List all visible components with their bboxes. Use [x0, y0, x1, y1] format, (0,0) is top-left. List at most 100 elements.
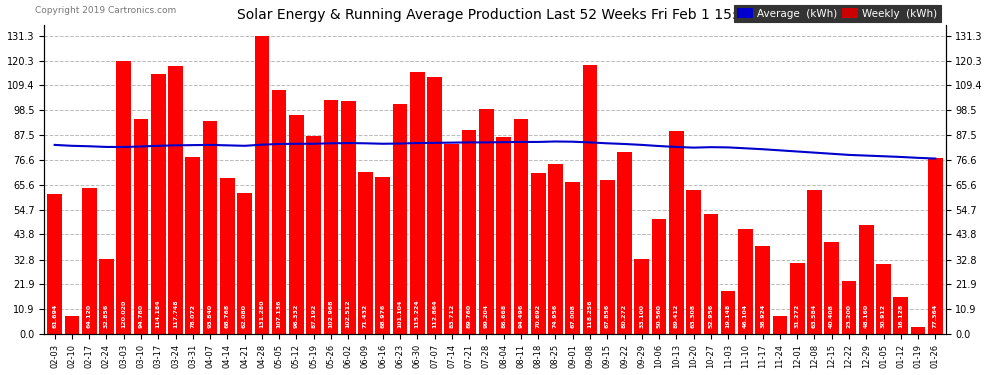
- Text: 40.408: 40.408: [830, 304, 835, 328]
- Bar: [565, 182, 580, 334]
- Text: 89.760: 89.760: [466, 304, 471, 328]
- Text: 46.104: 46.104: [742, 304, 747, 328]
- Text: 33.100: 33.100: [640, 304, 644, 328]
- Bar: [82, 188, 97, 334]
- Text: 78.072: 78.072: [190, 304, 195, 328]
- Text: 38.924: 38.924: [760, 304, 765, 328]
- Bar: [393, 104, 407, 334]
- Text: 89.412: 89.412: [674, 304, 679, 328]
- Bar: [617, 152, 632, 334]
- Bar: [185, 156, 200, 334]
- Text: 62.080: 62.080: [243, 304, 248, 328]
- Text: 96.332: 96.332: [294, 304, 299, 328]
- Bar: [842, 281, 856, 334]
- Bar: [651, 219, 666, 334]
- Bar: [772, 316, 787, 334]
- Text: 118.256: 118.256: [587, 300, 592, 328]
- Bar: [48, 194, 62, 334]
- Bar: [635, 259, 649, 334]
- Text: 112.864: 112.864: [432, 300, 437, 328]
- Bar: [203, 121, 218, 334]
- Text: 117.748: 117.748: [173, 300, 178, 328]
- Text: 94.780: 94.780: [139, 304, 144, 328]
- Text: 80.272: 80.272: [622, 304, 627, 328]
- Bar: [358, 172, 373, 334]
- Bar: [704, 214, 718, 334]
- Bar: [117, 61, 131, 334]
- Text: 94.496: 94.496: [519, 304, 524, 328]
- Text: 71.432: 71.432: [363, 304, 368, 328]
- Bar: [99, 260, 114, 334]
- Bar: [150, 75, 165, 334]
- Text: 63.308: 63.308: [691, 304, 696, 328]
- Bar: [324, 100, 339, 334]
- Bar: [859, 225, 873, 334]
- Text: 86.668: 86.668: [501, 304, 506, 328]
- Legend: Average  (kWh), Weekly  (kWh): Average (kWh), Weekly (kWh): [734, 5, 940, 22]
- Text: 131.280: 131.280: [259, 300, 264, 328]
- Text: 48.160: 48.160: [863, 304, 869, 328]
- Text: 16.128: 16.128: [898, 304, 903, 328]
- Bar: [739, 229, 752, 334]
- Text: 61.694: 61.694: [52, 304, 57, 328]
- Bar: [134, 118, 148, 334]
- Bar: [807, 189, 822, 334]
- Bar: [755, 246, 770, 334]
- Text: 30.912: 30.912: [881, 304, 886, 328]
- Bar: [410, 72, 425, 334]
- Text: 70.692: 70.692: [536, 304, 541, 328]
- Text: 67.008: 67.008: [570, 304, 575, 328]
- Bar: [911, 327, 926, 334]
- Text: 102.512: 102.512: [346, 300, 350, 328]
- Text: 19.148: 19.148: [726, 304, 731, 328]
- Bar: [790, 263, 805, 334]
- Bar: [583, 65, 597, 334]
- Text: 23.200: 23.200: [846, 304, 851, 328]
- Text: 68.976: 68.976: [380, 304, 385, 328]
- Bar: [548, 164, 562, 334]
- Text: 68.768: 68.768: [225, 304, 230, 328]
- Bar: [686, 190, 701, 334]
- Title: Solar Energy & Running Average Production Last 52 Weeks Fri Feb 1 15:55: Solar Energy & Running Average Productio…: [237, 8, 753, 22]
- Bar: [600, 180, 615, 334]
- Bar: [496, 137, 511, 334]
- Text: 107.136: 107.136: [276, 300, 281, 328]
- Text: 115.224: 115.224: [415, 300, 420, 328]
- Text: 74.956: 74.956: [553, 304, 558, 328]
- Bar: [461, 130, 476, 334]
- Bar: [893, 297, 908, 334]
- Text: 114.184: 114.184: [155, 300, 160, 328]
- Text: 101.104: 101.104: [398, 300, 403, 328]
- Text: 99.204: 99.204: [484, 304, 489, 328]
- Bar: [825, 242, 840, 334]
- Text: 83.712: 83.712: [449, 304, 454, 328]
- Text: 63.584: 63.584: [812, 304, 817, 328]
- Bar: [428, 78, 442, 334]
- Bar: [289, 115, 304, 334]
- Text: 50.560: 50.560: [656, 304, 661, 328]
- Bar: [238, 193, 251, 334]
- Bar: [876, 264, 891, 334]
- Text: 64.120: 64.120: [87, 304, 92, 328]
- Bar: [514, 119, 529, 334]
- Text: 32.856: 32.856: [104, 304, 109, 328]
- Bar: [220, 178, 235, 334]
- Bar: [479, 108, 494, 334]
- Text: 31.272: 31.272: [795, 304, 800, 328]
- Bar: [531, 173, 545, 334]
- Text: 93.840: 93.840: [208, 304, 213, 328]
- Bar: [445, 144, 459, 334]
- Text: 67.856: 67.856: [605, 304, 610, 328]
- Bar: [341, 101, 355, 334]
- Bar: [168, 66, 183, 334]
- Text: Copyright 2019 Cartronics.com: Copyright 2019 Cartronics.com: [36, 6, 176, 15]
- Bar: [64, 316, 79, 334]
- Bar: [254, 36, 269, 334]
- Text: 102.968: 102.968: [329, 300, 334, 328]
- Bar: [721, 291, 736, 334]
- Bar: [272, 90, 286, 334]
- Bar: [306, 136, 321, 334]
- Text: 52.956: 52.956: [709, 304, 714, 328]
- Bar: [375, 177, 390, 334]
- Text: 77.364: 77.364: [933, 304, 938, 328]
